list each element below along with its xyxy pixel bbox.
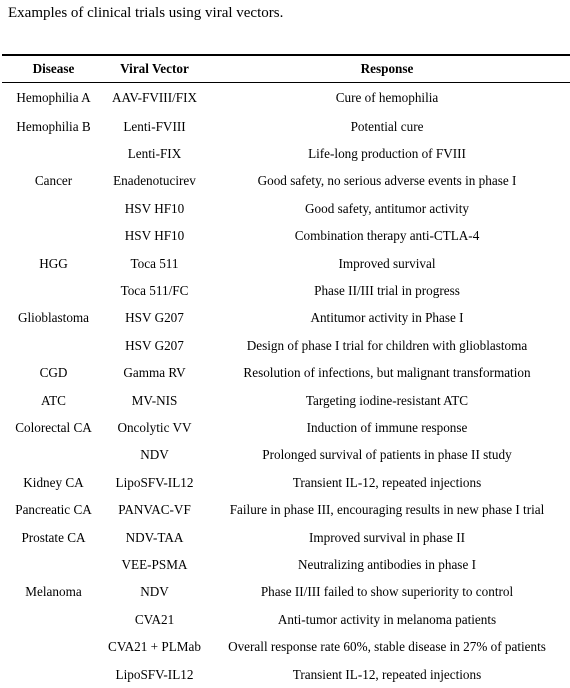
cell-response: Potential cure [204,113,570,140]
cell-viral-vector: MV-NIS [105,387,204,414]
cell-viral-vector: HSV G207 [105,332,204,359]
cell-viral-vector: NDV-TAA [105,524,204,551]
cell-disease: Pancreatic CA [2,496,105,523]
cell-response: Phase II/III failed to show superiority … [204,579,570,606]
cell-response: Transient IL-12, repeated injections [204,661,570,688]
cell-response: Life-long production of FVIII [204,140,570,167]
cell-viral-vector: NDV [105,579,204,606]
header-viral-vector: Viral Vector [105,55,204,83]
cell-viral-vector: Toca 511 [105,250,204,277]
cell-viral-vector: Lenti-FIX [105,140,204,167]
cell-disease: Prostate CA [2,524,105,551]
cell-viral-vector: LipoSFV-IL12 [105,661,204,688]
cell-disease [2,661,105,688]
cell-response: Neutralizing antibodies in phase I [204,551,570,578]
cell-viral-vector: CVA21 [105,606,204,633]
cell-response: Resolution of infections, but malignant … [204,360,570,387]
table-caption: Examples of clinical trials using viral … [8,3,283,23]
cell-disease [2,277,105,304]
cell-viral-vector: HSV HF10 [105,195,204,222]
cell-response: Cure of hemophilia [204,83,570,114]
cell-response: Good safety, antitumor activity [204,195,570,222]
table-header: Disease Viral Vector Response [2,55,570,83]
cell-response: Overall response rate 60%, stable diseas… [204,633,570,660]
header-response: Response [204,55,570,83]
cell-response: Induction of immune response [204,414,570,441]
cell-response: Combination therapy anti-CTLA-4 [204,223,570,250]
cell-viral-vector: NDV [105,442,204,469]
clinical-trials-table-container: Disease Viral Vector Response Hemophilia… [2,54,570,688]
cell-response: Antitumor activity in Phase I [204,305,570,332]
cell-disease [2,633,105,660]
cell-disease: Melanoma [2,579,105,606]
cell-disease: Cancer [2,168,105,195]
cell-response: Failure in phase III, encouraging result… [204,496,570,523]
cell-response: Anti-tumor activity in melanoma patients [204,606,570,633]
cell-disease: Kidney CA [2,469,105,496]
cell-viral-vector: Toca 511/FC [105,277,204,304]
cell-disease: ATC [2,387,105,414]
cell-response: Targeting iodine-resistant ATC [204,387,570,414]
clinical-trials-table: Disease Viral Vector Response Hemophilia… [2,54,570,688]
cell-response: Good safety, no serious adverse events i… [204,168,570,195]
header-row: Disease Viral Vector Response [2,55,570,83]
cell-response: Phase II/III trial in progress [204,277,570,304]
cell-disease [2,606,105,633]
cell-viral-vector: CVA21 + PLMab [105,633,204,660]
cell-viral-vector: AAV-FVIII/FIX [105,83,204,114]
cell-disease [2,332,105,359]
cell-disease: CGD [2,360,105,387]
cell-disease: HGG [2,250,105,277]
cell-response: Improved survival in phase II [204,524,570,551]
cell-viral-vector: Gamma RV [105,360,204,387]
cell-disease: Hemophilia B [2,113,105,140]
cell-viral-vector: HSV HF10 [105,223,204,250]
cell-viral-vector: Enadenotucirev [105,168,204,195]
header-disease: Disease [2,55,105,83]
cell-disease: Hemophilia A [2,83,105,114]
cell-viral-vector: VEE-PSMA [105,551,204,578]
cell-response: Transient IL-12, repeated injections [204,469,570,496]
cell-viral-vector: LipoSFV-IL12 [105,469,204,496]
cell-viral-vector: Oncolytic VV [105,414,204,441]
cell-viral-vector: HSV G207 [105,305,204,332]
cell-response: Design of phase I trial for children wit… [204,332,570,359]
cell-disease [2,442,105,469]
cell-response: Improved survival [204,250,570,277]
cell-disease [2,140,105,167]
cell-response: Prolonged survival of patients in phase … [204,442,570,469]
cell-disease: Colorectal CA [2,414,105,441]
cell-viral-vector: PANVAC-VF [105,496,204,523]
cell-disease: Glioblastoma [2,305,105,332]
cell-disease [2,195,105,222]
cell-disease [2,223,105,250]
cell-viral-vector: Lenti-FVIII [105,113,204,140]
cell-disease [2,551,105,578]
